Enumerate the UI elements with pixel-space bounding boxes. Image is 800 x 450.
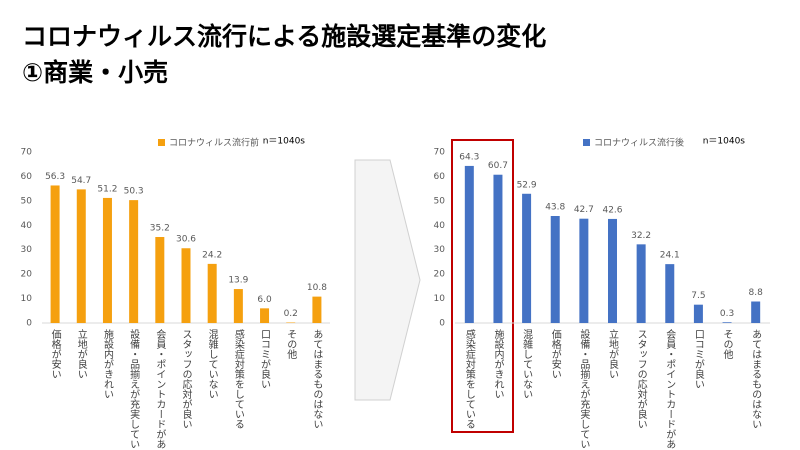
bar	[50, 185, 60, 323]
y-tick-label: 0	[26, 319, 32, 329]
x-tick-label: 立地が良い	[607, 328, 619, 379]
y-tick-label: 70	[434, 148, 446, 158]
x-tick-label: 立地が良い	[75, 328, 87, 379]
y-tick-label: 50	[434, 196, 446, 206]
value-label: 0.3	[720, 309, 734, 319]
bar	[155, 237, 165, 323]
bar	[579, 218, 589, 323]
bar	[722, 322, 732, 323]
annotation: n＝1040s	[703, 137, 746, 147]
legend-label: コロナウィルス流行後	[594, 137, 684, 149]
y-tick-label: 50	[21, 196, 33, 206]
x-tick-label: スタッフの応対が良い	[635, 329, 647, 429]
y-tick-label: 10	[21, 294, 33, 304]
arrow	[354, 159, 421, 401]
y-tick-label: 70	[21, 148, 33, 158]
value-label: 50.3	[124, 187, 144, 197]
bar	[751, 301, 761, 323]
y-tick-label: 20	[21, 270, 33, 280]
y-tick-label: 40	[434, 221, 446, 231]
value-label: 35.2	[150, 224, 170, 234]
x-tick-label: 混雑していない	[521, 329, 533, 399]
value-label: 24.1	[660, 251, 680, 261]
y-tick-label: 20	[434, 270, 446, 280]
bar	[493, 174, 503, 323]
slide-title: コロナウィルス流行による施設選定基準の変化	[22, 22, 546, 51]
value-label: 0.2	[284, 309, 298, 319]
value-label: 52.9	[517, 180, 537, 190]
value-label: 13.9	[228, 276, 248, 286]
value-label: 42.7	[574, 205, 594, 215]
bar	[102, 197, 112, 323]
x-tick-label: 口コミが良い	[692, 329, 704, 389]
y-tick-label: 60	[434, 172, 446, 182]
bar	[207, 263, 217, 323]
bar	[312, 296, 322, 323]
value-label: 56.3	[45, 172, 65, 182]
legend-swatch	[158, 139, 165, 146]
x-tick-label: 設備・品揃えが充実している	[578, 328, 590, 450]
value-label: 54.7	[71, 176, 91, 186]
x-tick-label: 設備・品揃えが充実している	[128, 328, 140, 450]
legend-label: コロナウィルス流行前	[169, 137, 259, 149]
annotation: n＝1040s	[263, 137, 306, 147]
slide-subtitle: ①商業・小売	[22, 58, 168, 87]
value-label: 32.2	[631, 231, 651, 241]
value-label: 24.2	[202, 250, 222, 260]
x-tick-label: 施設内がきれい	[101, 328, 113, 399]
bar	[464, 165, 474, 323]
bar	[693, 304, 703, 323]
value-label: 43.8	[545, 203, 565, 213]
value-label: 7.5	[691, 291, 705, 301]
x-tick-label: 感染症対策をしている	[463, 328, 475, 429]
value-label: 10.8	[307, 283, 327, 293]
y-tick-label: 60	[21, 172, 33, 182]
x-tick-label: あてはまるものはない	[311, 329, 323, 429]
x-tick-label: その他	[285, 329, 297, 360]
value-label: 42.6	[602, 205, 622, 215]
value-label: 8.8	[749, 288, 764, 298]
x-tick-label: あてはまるものはない	[750, 329, 762, 429]
bar	[550, 216, 560, 323]
x-tick-label: 施設内がきれい	[492, 328, 504, 399]
x-tick-label: スタッフの応対が良い	[180, 329, 192, 429]
bar	[129, 200, 139, 323]
value-label: 6.0	[257, 295, 272, 305]
highlight-box	[451, 139, 514, 433]
value-label: 30.6	[176, 235, 196, 245]
x-tick-label: 会員・ポイントカードがある	[154, 328, 166, 450]
bar	[665, 264, 675, 323]
x-tick-label: 価格が安い	[549, 328, 561, 379]
y-tick-label: 10	[434, 294, 446, 304]
x-tick-label: 会員・ポイントカードがある	[664, 328, 676, 450]
x-tick-label: その他	[721, 329, 733, 360]
bar	[181, 248, 191, 323]
y-tick-label: 30	[21, 245, 33, 255]
value-label: 51.2	[97, 184, 117, 194]
y-tick-label: 30	[434, 245, 446, 255]
x-tick-label: 混雑していない	[206, 329, 218, 399]
bar	[233, 289, 243, 323]
x-tick-label: 感染症対策をしている	[232, 328, 244, 429]
value-label: 64.3	[459, 152, 479, 162]
x-tick-label: 価格が安い	[49, 328, 61, 379]
legend-swatch	[583, 139, 590, 146]
y-tick-label: 0	[439, 319, 445, 329]
bar	[636, 244, 646, 323]
bar	[76, 189, 86, 323]
bar	[608, 218, 617, 323]
y-tick-label: 40	[21, 221, 33, 231]
bar	[522, 193, 532, 323]
value-label: 60.7	[488, 161, 508, 171]
x-tick-label: 口コミが良い	[259, 329, 271, 389]
bar	[260, 308, 270, 323]
